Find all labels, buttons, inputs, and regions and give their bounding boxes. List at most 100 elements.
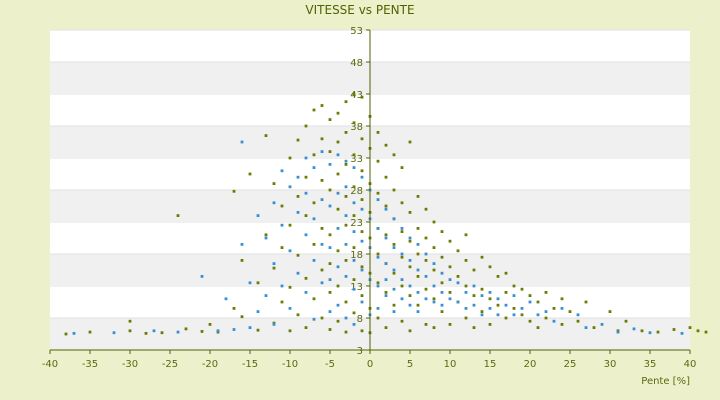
data-point	[512, 307, 516, 310]
data-point	[128, 329, 132, 333]
data-point	[200, 330, 204, 333]
data-point	[520, 313, 524, 317]
data-point	[384, 175, 388, 179]
data-point	[488, 265, 492, 269]
data-point	[480, 287, 484, 291]
data-point	[352, 214, 356, 217]
data-point	[416, 303, 420, 307]
data-point	[296, 271, 300, 275]
data-point	[496, 303, 500, 307]
data-point	[384, 143, 388, 147]
data-point	[456, 281, 460, 285]
data-point	[320, 137, 324, 141]
data-point	[648, 331, 652, 335]
data-point	[312, 153, 316, 157]
data-point	[680, 331, 684, 335]
data-point	[336, 249, 340, 253]
data-point	[440, 281, 444, 285]
y-tick-label: 28	[350, 186, 363, 197]
data-point	[552, 307, 556, 310]
data-point	[296, 253, 300, 257]
data-point	[384, 233, 388, 237]
data-point	[328, 310, 332, 313]
data-point	[256, 328, 260, 332]
data-point	[352, 278, 356, 281]
data-point	[384, 262, 388, 265]
x-tick-label: -20	[202, 359, 218, 370]
data-point	[288, 223, 292, 227]
data-point	[608, 310, 612, 313]
data-point	[360, 239, 364, 243]
data-point	[704, 330, 708, 334]
data-point	[432, 246, 436, 249]
y-tick-label: 8	[357, 314, 363, 325]
x-tick-label: -10	[282, 359, 298, 370]
data-point	[376, 252, 380, 256]
data-point	[352, 166, 356, 169]
data-point	[408, 140, 412, 144]
data-point	[304, 124, 308, 128]
data-point	[392, 153, 396, 157]
data-point	[280, 169, 284, 173]
data-point	[400, 278, 404, 281]
data-point	[304, 175, 308, 179]
data-point	[320, 104, 324, 107]
data-point	[424, 323, 428, 326]
data-point	[576, 313, 580, 317]
data-point	[216, 329, 220, 333]
x-tick-label: -40	[42, 359, 58, 370]
data-point	[288, 329, 292, 333]
data-point	[336, 140, 340, 144]
data-point	[328, 278, 332, 281]
data-point	[408, 239, 412, 243]
data-point	[488, 291, 492, 294]
data-point	[408, 259, 412, 262]
data-point	[288, 285, 292, 289]
data-point	[352, 92, 356, 96]
data-point	[432, 297, 436, 301]
data-point	[232, 328, 236, 331]
y-tick-label: 18	[350, 250, 363, 261]
data-point	[472, 294, 476, 297]
data-point	[344, 185, 348, 189]
data-point	[416, 291, 420, 294]
data-point	[520, 287, 524, 291]
data-point	[376, 191, 380, 195]
data-point	[344, 100, 348, 104]
data-point	[280, 300, 284, 304]
data-point	[320, 227, 324, 230]
data-point	[360, 207, 364, 211]
data-point	[336, 191, 340, 195]
data-point	[432, 300, 436, 304]
x-axis-label: Pente [%]	[641, 376, 690, 387]
data-point	[384, 236, 388, 240]
data-point	[320, 179, 324, 182]
y-tick-label: 48	[350, 58, 363, 69]
data-point	[232, 189, 236, 193]
data-point	[240, 140, 244, 144]
data-point	[352, 311, 356, 315]
data-point	[480, 313, 484, 317]
data-point	[344, 300, 348, 304]
data-point	[360, 137, 364, 141]
data-point	[352, 323, 356, 326]
data-point	[352, 246, 356, 249]
data-point	[376, 198, 380, 201]
chart-title: VITESSE vs PENTE	[305, 3, 414, 17]
data-point	[432, 284, 436, 288]
data-point	[144, 331, 148, 335]
data-point	[344, 330, 348, 334]
data-point	[568, 310, 572, 313]
data-point	[488, 323, 492, 326]
data-point	[408, 294, 412, 297]
data-point	[240, 315, 244, 319]
x-tick-label: 20	[524, 359, 537, 370]
data-point	[336, 265, 340, 269]
data-point	[440, 310, 444, 313]
data-point	[408, 329, 412, 333]
data-point	[504, 303, 508, 307]
data-point	[640, 329, 644, 333]
y-tick-label: 23	[350, 218, 363, 229]
data-point	[152, 329, 156, 333]
data-point	[304, 214, 308, 217]
